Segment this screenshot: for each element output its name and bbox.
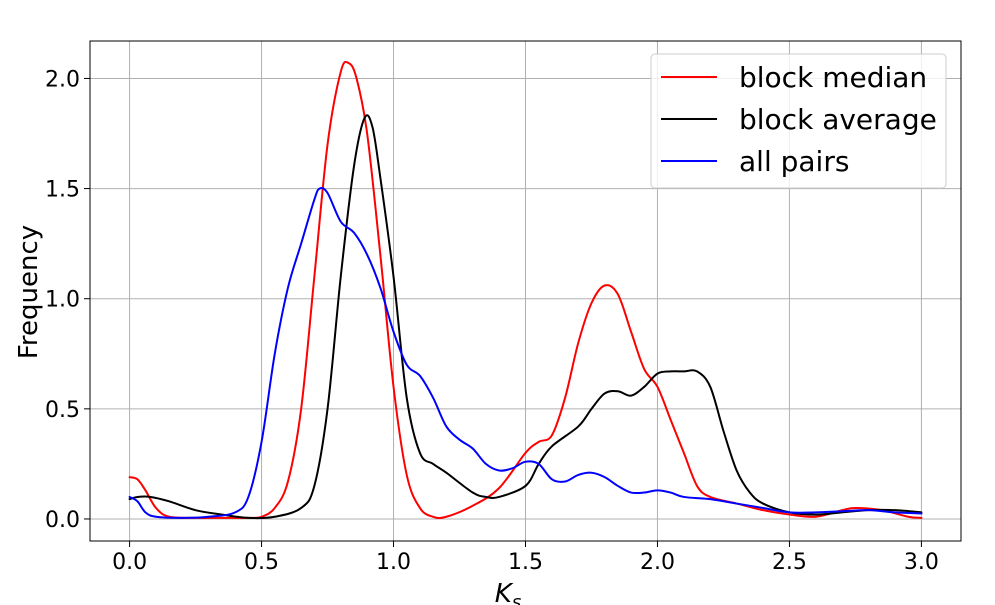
x-tick-label: 3.0 (904, 550, 939, 575)
y-tick-label: 0.0 (45, 508, 80, 533)
y-tick-label: 2.0 (45, 67, 80, 92)
legend-label-block-median: block median (739, 61, 927, 94)
x-axis-ticks: 0.0 0.5 1.0 1.5 2.0 2.5 3.0 (112, 541, 939, 575)
series-lines (128, 60, 923, 520)
legend: block median block average all pairs (650, 53, 947, 189)
y-tick-label: 1.0 (45, 288, 80, 313)
x-axis-label-main: K (495, 579, 514, 605)
x-tick-label: 2.5 (772, 550, 807, 575)
y-axis-ticks: 0.0 0.5 1.0 1.5 2.0 (45, 67, 90, 533)
y-tick-label: 0.5 (45, 398, 80, 423)
legend-label-all-pairs: all pairs (739, 145, 849, 178)
y-axis-label: Frequency (14, 225, 44, 359)
series-line-block-average (128, 114, 923, 520)
x-tick-label: 1.5 (508, 550, 543, 575)
series-line-all-pairs (128, 187, 923, 519)
x-tick-label: 2.0 (640, 550, 675, 575)
x-tick-label: 0.0 (112, 550, 147, 575)
x-tick-label: 0.5 (244, 550, 279, 575)
x-axis-label: Ks (495, 579, 521, 605)
y-tick-label: 1.5 (45, 178, 80, 203)
x-axis-label-subscript: s (512, 592, 521, 605)
x-tick-label: 1.0 (376, 550, 411, 575)
legend-box (650, 53, 947, 189)
legend-label-block-average: block average (739, 103, 937, 136)
